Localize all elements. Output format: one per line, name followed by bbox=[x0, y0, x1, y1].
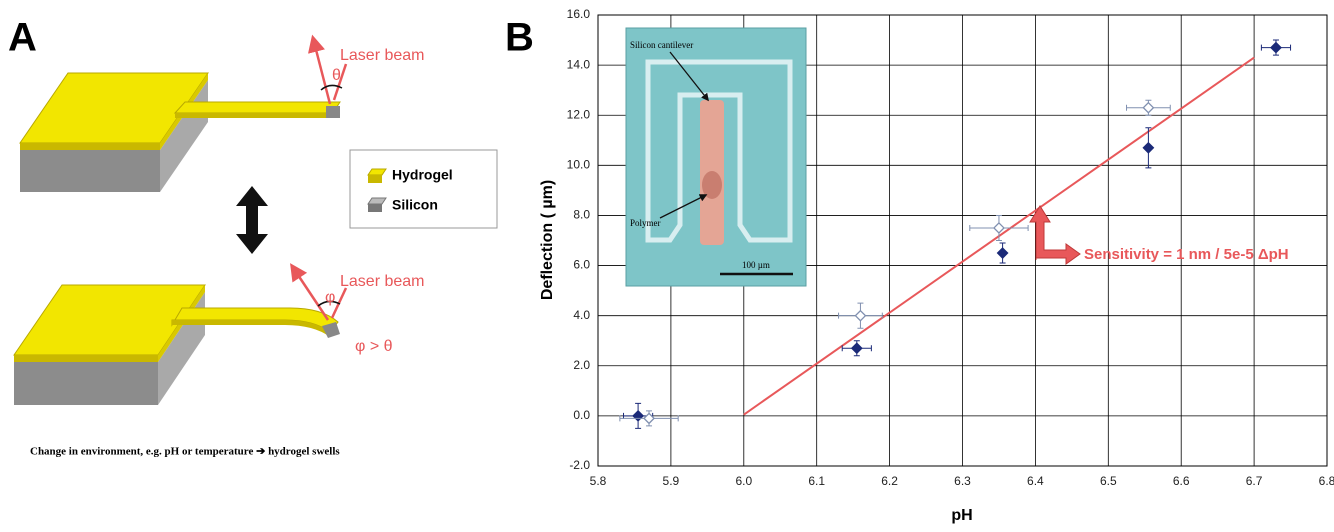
y-axis-label: Deflection ( µm) bbox=[539, 180, 556, 300]
x-tick-label: 5.8 bbox=[590, 474, 607, 488]
angle-label: φ bbox=[325, 289, 335, 306]
caption: Change in environment, e.g. pH or temper… bbox=[30, 446, 340, 458]
figure: A Laser beam θ Hydrogel Silicon Laser be… bbox=[0, 0, 1334, 527]
relation-label: φ > θ bbox=[355, 338, 393, 355]
legend: Hydrogel Silicon bbox=[350, 150, 497, 228]
panel-label: A bbox=[8, 16, 37, 60]
y-tick-label: 6.0 bbox=[573, 258, 590, 272]
double-arrow bbox=[236, 186, 268, 254]
angle-label: θ bbox=[332, 67, 341, 84]
y-tick-label: 4.0 bbox=[573, 308, 590, 322]
laser-label: Laser beam bbox=[340, 273, 425, 290]
y-tick-label: 10.0 bbox=[567, 158, 591, 172]
x-tick-label: 6.1 bbox=[808, 474, 825, 488]
y-tick-label: 8.0 bbox=[573, 208, 590, 222]
x-tick-label: 6.7 bbox=[1246, 474, 1263, 488]
legend-label: Hydrogel bbox=[392, 167, 453, 183]
annotation: Sensitivity = 1 nm / 5e-5 ΔpH bbox=[1084, 246, 1289, 263]
inset: Silicon cantilever Polymer 100 µm bbox=[626, 28, 806, 286]
inset-label: Silicon cantilever bbox=[630, 40, 693, 50]
legend-label: Silicon bbox=[392, 197, 438, 213]
x-tick-label: 6.0 bbox=[735, 474, 752, 488]
x-axis-label: pH bbox=[951, 507, 972, 524]
x-tick-label: 5.9 bbox=[663, 474, 680, 488]
y-tick-label: -2.0 bbox=[569, 458, 590, 472]
y-tick-label: 2.0 bbox=[573, 358, 590, 372]
x-tick-label: 6.8 bbox=[1319, 474, 1334, 488]
x-tick-label: 6.2 bbox=[881, 474, 898, 488]
y-tick-label: 0.0 bbox=[573, 408, 590, 422]
x-tick-label: 6.3 bbox=[954, 474, 971, 488]
y-tick-label: 12.0 bbox=[567, 107, 591, 121]
inset-label: 100 µm bbox=[742, 260, 770, 270]
y-tick-label: 16.0 bbox=[567, 7, 591, 21]
laser-label: Laser beam bbox=[340, 47, 425, 64]
panel-a: A Laser beam θ Hydrogel Silicon Laser be… bbox=[8, 16, 497, 458]
x-tick-label: 6.6 bbox=[1173, 474, 1190, 488]
panel-label: B bbox=[505, 16, 534, 60]
x-tick-label: 6.5 bbox=[1100, 474, 1117, 488]
x-tick-label: 6.4 bbox=[1027, 474, 1044, 488]
inset-label: Polymer bbox=[630, 218, 661, 228]
y-tick-label: 14.0 bbox=[567, 57, 591, 71]
device-bottom: Laser beam φ φ > θ bbox=[14, 266, 425, 405]
